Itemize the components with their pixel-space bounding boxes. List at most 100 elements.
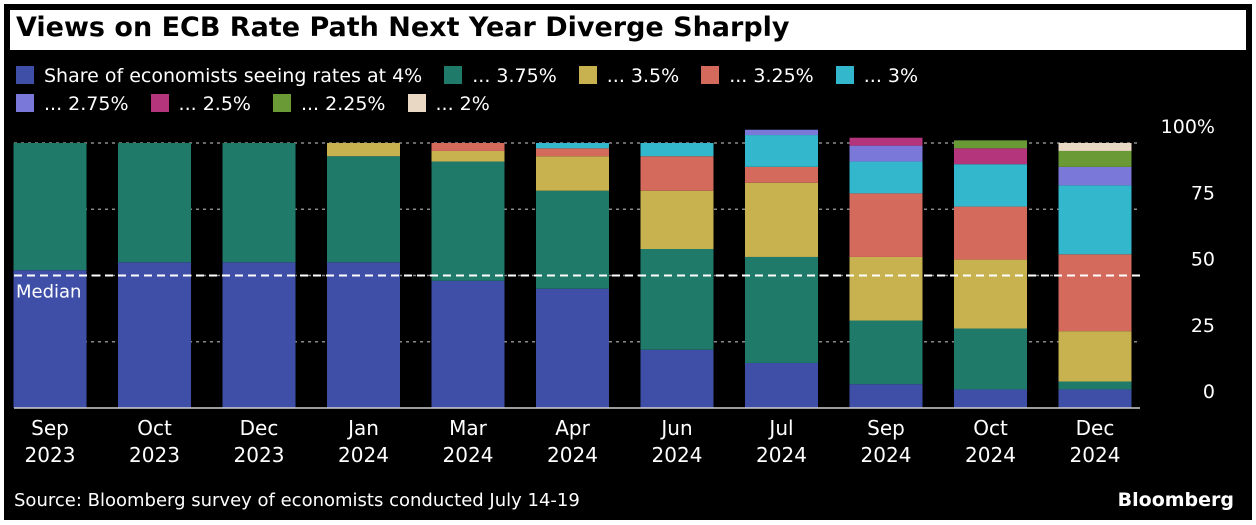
bar-segment: [536, 156, 609, 191]
bar-segment: [745, 129, 818, 136]
bar-segment: [849, 256, 923, 321]
bar-segment: [431, 143, 505, 151]
bar-segment: [954, 140, 1027, 149]
legend-item: ... 2.75%: [16, 90, 129, 118]
x-tick-label-month: Jun: [659, 416, 692, 440]
bar-segment: [222, 143, 296, 263]
x-tick-label-month: Apr: [555, 416, 590, 440]
legend-item: ... 3.5%: [578, 62, 680, 90]
bar-segment: [118, 262, 191, 408]
bar-segment: [327, 156, 400, 263]
bar-segment: [954, 328, 1027, 390]
x-tick-label-month: Dec: [1076, 416, 1115, 440]
y-tick-label: 75: [1191, 182, 1215, 204]
y-tick-label: 25: [1191, 315, 1215, 337]
legend-label: Share of economists seeing rates at 4%: [44, 65, 423, 87]
bar-segment: [1058, 150, 1132, 167]
x-tick-label-year: 2024: [443, 443, 494, 467]
legend-label: ... 3.75%: [472, 65, 557, 87]
bar-segment: [118, 143, 191, 263]
x-tick-label-month: Sep: [31, 416, 69, 440]
bar-segment: [849, 161, 923, 194]
legend-label: ... 2.5%: [178, 93, 251, 115]
bar-segment: [1058, 254, 1132, 332]
x-tick-label-month: Oct: [137, 416, 172, 440]
y-tick-label: 100%: [1161, 116, 1215, 138]
x-tick-label-month: Dec: [240, 416, 279, 440]
bar-segment: [640, 349, 714, 408]
x-tick-label-year: 2024: [861, 443, 912, 467]
bar-segment: [1058, 143, 1132, 151]
chart-frame: [4, 4, 1252, 520]
bar-segment: [745, 256, 818, 363]
bar-segment: [954, 389, 1027, 408]
legend-item: ... 2%: [407, 90, 490, 118]
title-bar: Views on ECB Rate Path Next Year Diverge…: [10, 10, 1246, 50]
legend-item: ... 3.25%: [701, 62, 814, 90]
bar-segment: [745, 362, 818, 408]
x-tick-label-year: 2023: [25, 443, 76, 467]
bar-segment: [431, 161, 505, 281]
bar-segment: [536, 143, 609, 149]
legend-swatch: [16, 66, 34, 84]
brand-logo: Bloomberg: [1117, 489, 1234, 511]
bar-segment: [1058, 185, 1132, 255]
bar-segment: [1058, 389, 1132, 408]
x-tick-label-month: Sep: [867, 416, 905, 440]
legend-swatch: [701, 66, 720, 84]
x-tick-label-year: 2023: [234, 443, 285, 467]
bar-segment: [1058, 381, 1132, 390]
bar-segment: [13, 270, 87, 408]
legend-item: ... 2.5%: [150, 90, 251, 118]
bar-segment: [327, 143, 400, 157]
legend-label: ... 2%: [435, 93, 490, 115]
bar-segment: [640, 190, 714, 249]
x-tick-label-year: 2023: [129, 443, 180, 467]
bar-segment: [849, 145, 923, 162]
bar-segment: [536, 148, 609, 157]
chart-title: Views on ECB Rate Path Next Year Diverge…: [16, 12, 790, 43]
legend-item: ... 2.25%: [272, 90, 386, 118]
bar-segment: [536, 288, 609, 408]
source-note: Source: Bloomberg survey of economists c…: [14, 490, 580, 511]
bar-segment: [745, 135, 818, 167]
x-tick-label-year: 2024: [338, 443, 389, 467]
legend-label: ... 3.5%: [606, 65, 680, 87]
bar-segment: [954, 148, 1027, 165]
bar-segment: [954, 164, 1027, 207]
x-tick-label-year: 2024: [652, 443, 703, 467]
legend-swatch: [835, 66, 854, 84]
bar-segment: [640, 143, 714, 157]
bar-segment: [536, 190, 609, 289]
bar-segment: [849, 384, 923, 408]
legend-label: ... 2.75%: [44, 93, 129, 115]
bar-segment: [431, 150, 505, 162]
legend-swatch: [444, 66, 463, 84]
bar-segment: [849, 320, 923, 385]
legend-label: ... 2.25%: [300, 93, 386, 115]
legend-swatch: [16, 94, 34, 112]
legend-item: ... 3.75%: [444, 62, 557, 90]
bar-segment: [954, 259, 1027, 329]
bar-segment: [640, 249, 714, 350]
legend-label: ... 3.25%: [729, 65, 814, 87]
bar-segment: [849, 137, 923, 146]
median-label: Median: [16, 282, 81, 303]
bar-segment: [745, 182, 818, 257]
bar-segment: [849, 193, 923, 257]
x-tick-label-year: 2024: [547, 443, 598, 467]
bar-segment: [431, 280, 505, 408]
x-tick-label-month: Mar: [449, 416, 488, 440]
legend-swatch: [150, 94, 169, 112]
bar-segment: [13, 143, 87, 271]
bar-segment: [745, 166, 818, 183]
bar-segment: [1058, 331, 1132, 382]
x-tick-label-month: Jan: [346, 416, 379, 440]
x-tick-label-year: 2024: [1070, 443, 1121, 467]
x-tick-label-year: 2024: [756, 443, 807, 467]
y-tick-label: 0: [1203, 381, 1215, 403]
x-tick-label-month: Oct: [973, 416, 1008, 440]
legend-swatch: [578, 66, 597, 84]
bar-segment: [640, 156, 714, 191]
